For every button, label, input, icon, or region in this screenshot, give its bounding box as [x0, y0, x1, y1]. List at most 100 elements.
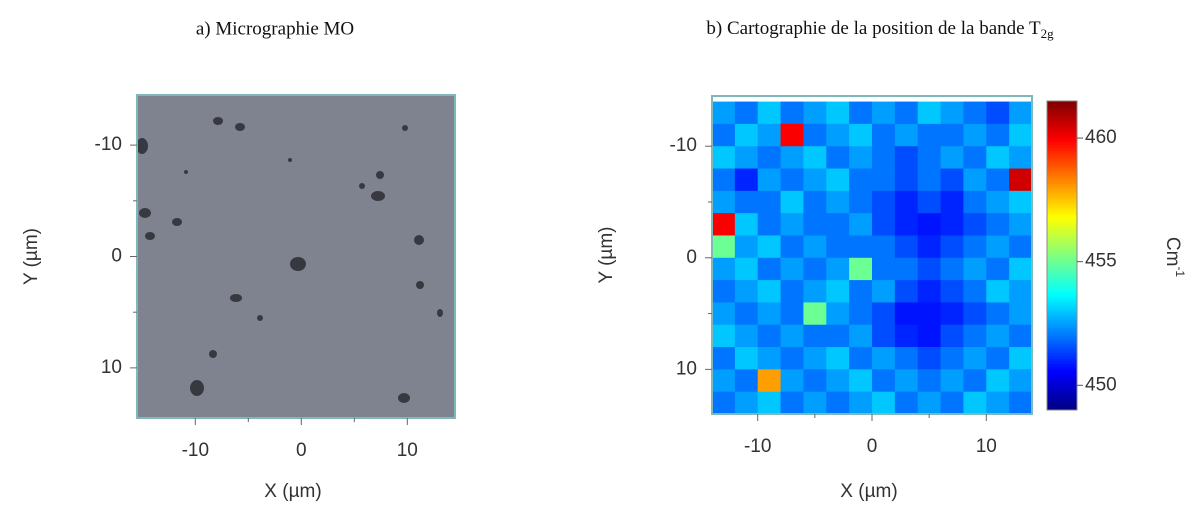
heatmap-cell: [803, 101, 827, 125]
heatmap-cell: [986, 324, 1010, 348]
micrograph: [137, 95, 455, 418]
colorbar-swatch: [1047, 209, 1077, 213]
colorbar-swatch: [1047, 162, 1077, 166]
colorbar-swatch: [1047, 327, 1077, 331]
heatmap-cell: [872, 324, 896, 348]
heatmap-cell: [940, 235, 964, 259]
colorbar-swatch: [1047, 240, 1077, 244]
heatmap-cell: [894, 101, 919, 125]
heatmap-cell: [872, 146, 896, 169]
colorbar-swatch: [1047, 258, 1077, 262]
heatmap-cell: [917, 213, 941, 236]
heatmap-cell: [734, 257, 759, 281]
heatmap-cell: [826, 190, 850, 214]
heatmap-cell: [826, 168, 850, 192]
colorbar-swatch: [1047, 260, 1077, 264]
heatmap-cell: [712, 257, 736, 281]
colorbar-swatch: [1047, 404, 1077, 408]
colorbar-swatch: [1047, 237, 1077, 241]
heatmap-cell: [757, 168, 781, 192]
colorbar-swatch: [1047, 350, 1077, 354]
heatmap-cell: [940, 391, 964, 414]
heatmap-cell: [757, 391, 781, 414]
heatmap-cell: [803, 257, 827, 281]
colorbar-swatch: [1047, 147, 1077, 151]
colorbar-swatch: [1047, 116, 1077, 120]
heatmap-cell: [757, 235, 781, 259]
colorbar-swatch: [1047, 366, 1077, 370]
colorbar-swatch: [1047, 227, 1077, 231]
heatmap-cell: [780, 302, 804, 326]
colorbar-swatch: [1047, 325, 1077, 329]
heatmap-cell: [963, 257, 987, 281]
colorbar-swatch: [1047, 270, 1077, 275]
heatmap-cell: [780, 168, 804, 192]
heatmap-cell: [894, 190, 919, 214]
heatmap-cell: [803, 235, 827, 259]
heatmap-cell: [849, 302, 873, 326]
colorbar-swatch: [1047, 124, 1077, 128]
heatmap-cell: [917, 168, 941, 192]
heatmap-cell: [780, 324, 804, 348]
y-tick-label: 0: [111, 246, 122, 267]
heatmap-cell: [986, 369, 1010, 393]
heatmap-cell: [849, 257, 873, 281]
heatmap-cell: [712, 280, 736, 303]
colorbar-swatch: [1047, 335, 1077, 339]
heatmap-cell: [780, 235, 804, 259]
heatmap-cell: [872, 369, 896, 393]
heatmap-cell: [803, 146, 827, 169]
heatmap-cell: [757, 302, 781, 326]
heatmap-cell: [734, 190, 759, 214]
heatmap-cell: [894, 213, 919, 236]
heatmap-cell: [826, 280, 850, 303]
y-axis-label: Y (µm): [21, 228, 42, 285]
colorbar-swatch: [1047, 314, 1077, 318]
colorbar-swatch: [1047, 196, 1077, 200]
heatmap-cell: [963, 324, 987, 348]
heatmap-cell: [940, 168, 964, 192]
heatmap-cell: [826, 123, 850, 147]
heatmap-cell: [757, 190, 781, 214]
heatmap-cell: [826, 213, 850, 236]
colorbar-swatch: [1047, 183, 1077, 187]
heatmap-cell: [734, 101, 759, 125]
colorbar-swatch: [1047, 113, 1077, 117]
heatmap-cell: [894, 280, 919, 303]
heatmap-cell: [712, 324, 736, 348]
colorbar-swatch: [1047, 155, 1077, 159]
heatmap-cell: [826, 391, 850, 414]
colorbar-swatch: [1047, 355, 1077, 359]
heatmap-cell: [963, 347, 987, 370]
heatmap-cell: [963, 302, 987, 326]
heatmap-cell: [780, 347, 804, 370]
colorbar-swatch: [1047, 353, 1077, 357]
heatmap-cell: [986, 168, 1010, 192]
heatmap-cell: [986, 146, 1010, 169]
heatmap-cell: [734, 324, 759, 348]
particles: [137, 117, 443, 403]
colorbar-swatch: [1047, 322, 1077, 326]
heatmap-cell: [712, 101, 736, 125]
colorbar-swatch: [1047, 173, 1077, 177]
colorbar-label: Cm-1: [1162, 237, 1187, 278]
heatmap-cell: [872, 213, 896, 236]
x-axis-label: X (µm): [264, 481, 321, 502]
heatmap-cell: [780, 257, 804, 281]
colorbar-swatch: [1047, 291, 1077, 295]
colorbar-swatch: [1047, 379, 1077, 383]
colorbar-swatch: [1047, 345, 1077, 349]
heatmap-cell: [712, 213, 736, 236]
heatmap-cell: [1009, 146, 1032, 169]
heatmap-cell: [1009, 280, 1032, 303]
heatmap-cell: [780, 146, 804, 169]
colorbar-swatch: [1047, 304, 1077, 308]
colorbar-swatch: [1047, 204, 1077, 208]
colorbar-swatch: [1047, 391, 1077, 396]
colorbar-swatch: [1047, 255, 1077, 259]
heatmap-cell: [849, 391, 873, 414]
x-tick-label: 0: [296, 440, 307, 461]
colorbar-swatch: [1047, 191, 1077, 195]
heatmap-cell: [803, 213, 827, 236]
heatmap-cell: [826, 257, 850, 281]
